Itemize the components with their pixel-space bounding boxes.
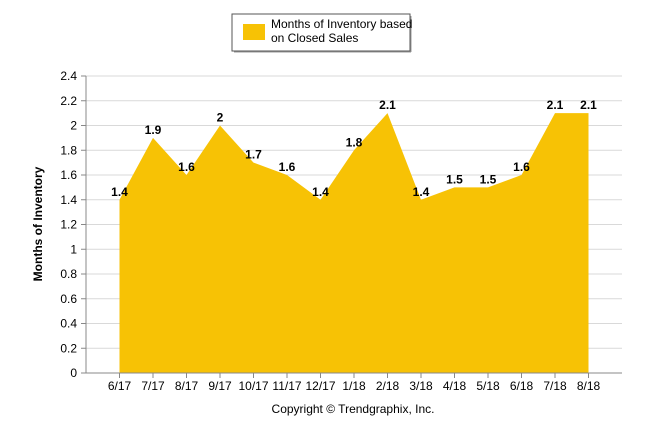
data-label: 1.5 [446,172,463,186]
x-tick-label: 5/18 [476,379,500,393]
data-labels: 1.4 1.9 1.6 2 1.7 1.6 1.4 1.8 2.1 1.4 1.5 1.5 1.6 2.1… [111,98,597,199]
x-tick-label: 8/18 [577,379,601,393]
x-tick-label: 9/17 [208,379,232,393]
axes [85,76,622,378]
data-label: 2.1 [547,98,564,112]
y-tick-label: 0.6 [60,292,77,306]
area-layer [119,113,589,373]
x-tick-label: 7/18 [543,379,567,393]
data-label: 2 [217,111,224,125]
legend-label-line-2: on Closed Sales [271,31,358,45]
x-tick-label: 6/18 [510,379,534,393]
x-tick-label: 3/18 [409,379,433,393]
y-tick-label: 1.2 [60,218,77,232]
data-label: 1.6 [178,160,195,174]
x-tick-label: 1/18 [342,379,366,393]
data-label: 1.6 [279,160,296,174]
x-tick-label: 7/17 [141,379,165,393]
data-label: 1.6 [513,160,530,174]
data-label: 1.4 [111,185,128,199]
y-tick-labels: 0 0.2 0.4 0.6 0.8 1 1.2 1.4 1.6 1.8 2 2.2 2.4 [60,69,77,380]
legend-swatch [243,24,265,40]
x-tick-labels: 6/17 7/17 8/17 9/17 10/17 11/17 12/17 1/18 2/18 3… [108,379,601,393]
data-label: 1.8 [346,135,363,149]
copyright-text: Copyright © Trendgraphix, Inc. [272,402,435,416]
x-tick-label: 4/18 [443,379,467,393]
y-tick-label: 1.4 [60,193,77,207]
y-tick-label: 0.4 [60,317,77,331]
y-tick-label: 0.8 [60,267,77,281]
x-tick-label: 12/17 [305,379,335,393]
data-label: 1.7 [245,148,262,162]
data-label: 1.4 [312,185,329,199]
x-tick-label: 11/17 [272,379,301,393]
y-tick-label: 2.4 [60,69,77,83]
x-tick-label: 8/17 [175,379,199,393]
x-tick-label: 2/18 [376,379,400,393]
data-label: 1.4 [413,185,430,199]
y-axis-title: Months of Inventory [31,166,45,281]
legend: Months of Inventory based on Closed Sale… [231,13,412,53]
y-tick-label: 0.2 [60,341,77,355]
y-tick-label: 1.8 [60,143,77,157]
y-tick-label: 2.2 [60,94,77,108]
x-tick-label: 6/17 [108,379,132,393]
data-label: 1.9 [145,123,162,137]
data-label: 1.5 [480,172,497,186]
data-label: 2.1 [379,98,396,112]
y-tick-label: 1 [70,242,77,256]
x-tick-label: 10/17 [238,379,268,393]
series-area [119,113,589,373]
data-label: 2.1 [580,98,597,112]
y-tick-label: 2 [70,119,77,133]
legend-label-line-1: Months of Inventory based [271,17,412,31]
y-tick-label: 0 [70,366,77,380]
y-tick-label: 1.6 [60,168,77,182]
